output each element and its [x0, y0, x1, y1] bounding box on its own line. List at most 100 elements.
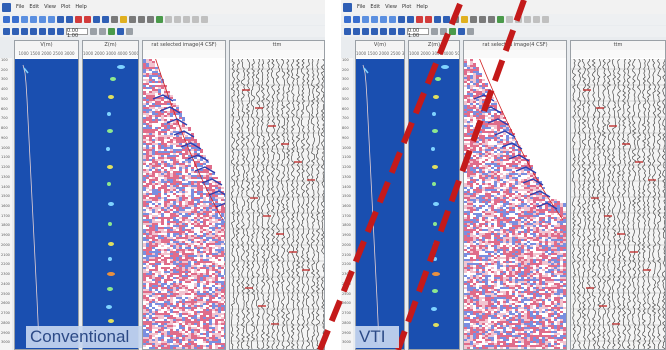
semblance-blobs	[431, 65, 449, 327]
brush-icon[interactable]	[461, 16, 468, 23]
brush-icon[interactable]	[120, 16, 127, 23]
menu-plot[interactable]: Plot	[401, 4, 412, 10]
prev-icon[interactable]	[12, 28, 19, 35]
record-icon[interactable]	[416, 16, 423, 23]
tool-icon[interactable]	[156, 16, 163, 23]
menu-help[interactable]: Help	[75, 4, 87, 10]
depth-tick-label: 600	[1, 106, 8, 111]
first-icon[interactable]	[3, 28, 10, 35]
tool-icon[interactable]	[57, 16, 64, 23]
tool-icon[interactable]	[371, 16, 378, 23]
depth-tick-label: 2600	[342, 301, 351, 306]
record-icon[interactable]	[75, 16, 82, 23]
tool-icon[interactable]	[90, 28, 97, 35]
tool-icon[interactable]	[192, 16, 199, 23]
tool-icon[interactable]	[165, 16, 172, 23]
tool-icon[interactable]	[440, 28, 447, 35]
menu-help[interactable]: Help	[416, 4, 428, 10]
depth-field[interactable]: 0.00 1.00	[66, 28, 88, 39]
next-icon[interactable]	[389, 28, 396, 35]
zoom-icon[interactable]	[488, 16, 495, 23]
depth-tick-label: 100	[342, 58, 349, 62]
menu-file[interactable]: File	[357, 4, 366, 10]
open-icon[interactable]	[3, 16, 10, 23]
last-icon[interactable]	[398, 28, 405, 35]
tool-icon[interactable]	[389, 16, 396, 23]
tool-icon[interactable]	[84, 16, 91, 23]
tool-icon[interactable]	[449, 28, 456, 35]
tool-icon[interactable]	[398, 16, 405, 23]
tool-icon[interactable]	[39, 16, 46, 23]
tool-icon[interactable]	[380, 16, 387, 23]
tool-icon[interactable]	[506, 16, 513, 23]
tool-icon[interactable]	[66, 16, 73, 23]
menu-plot[interactable]: Plot	[60, 4, 71, 10]
next-icon[interactable]	[380, 28, 387, 35]
prev-icon[interactable]	[353, 28, 360, 35]
tool-icon[interactable]	[174, 16, 181, 23]
tool-icon[interactable]	[458, 28, 465, 35]
tool-icon[interactable]	[30, 16, 37, 23]
depth-tick-label: 2900	[342, 330, 351, 335]
menu-edit[interactable]: Edit	[370, 4, 381, 10]
zoom-icon[interactable]	[470, 16, 477, 23]
open-icon[interactable]	[344, 16, 351, 23]
first-icon[interactable]	[344, 28, 351, 35]
tool-icon[interactable]	[201, 16, 208, 23]
tool-icon[interactable]	[21, 16, 28, 23]
zoom-icon[interactable]	[138, 16, 145, 23]
tool-icon[interactable]	[467, 28, 474, 35]
depth-tick-label: 400	[342, 87, 349, 92]
depth-axis: 100 200 300 400 500 600 700 800 900 1000 1100 1200 1…	[341, 58, 353, 350]
tool-icon[interactable]	[524, 16, 531, 23]
tool-icon[interactable]	[183, 16, 190, 23]
menu-file[interactable]: File	[16, 4, 25, 10]
zoom-icon[interactable]	[129, 16, 136, 23]
tool-icon[interactable]	[362, 16, 369, 23]
tool-icon[interactable]	[93, 16, 100, 23]
menu-view[interactable]: View	[44, 4, 56, 10]
menu-view[interactable]: View	[385, 4, 397, 10]
depth-tick-label: 2200	[1, 262, 10, 267]
tool-icon[interactable]	[48, 16, 55, 23]
play-icon[interactable]	[30, 28, 37, 35]
last-icon[interactable]	[57, 28, 64, 35]
play-icon[interactable]	[362, 28, 369, 35]
tool-icon[interactable]	[126, 28, 133, 35]
tool-icon[interactable]	[497, 16, 504, 23]
menu-edit[interactable]: Edit	[29, 4, 40, 10]
tool-icon[interactable]	[108, 28, 115, 35]
depth-tick-label: 1400	[342, 184, 351, 189]
next-icon[interactable]	[48, 28, 55, 35]
tool-icon[interactable]	[431, 28, 438, 35]
velocity-curve	[22, 64, 40, 345]
tool-icon[interactable]	[99, 28, 106, 35]
depth-tick-label: 900	[342, 135, 349, 140]
zoom-icon[interactable]	[479, 16, 486, 23]
tool-icon[interactable]	[452, 16, 459, 23]
gather-plot	[464, 59, 566, 349]
next-icon[interactable]	[39, 28, 46, 35]
play-icon[interactable]	[371, 28, 378, 35]
depth-field[interactable]: 0.00 1.00	[407, 28, 429, 39]
save-icon[interactable]	[353, 16, 360, 23]
tool-icon[interactable]	[542, 16, 549, 23]
tool-icon[interactable]	[425, 16, 432, 23]
zoom-icon[interactable]	[147, 16, 154, 23]
semblance-blobs	[106, 65, 125, 323]
stack-seismic	[571, 59, 665, 349]
tool-icon[interactable]	[102, 16, 109, 23]
tool-icon[interactable]	[533, 16, 540, 23]
tool-icon[interactable]	[434, 16, 441, 23]
semblance-plot	[83, 59, 138, 349]
tool-icon[interactable]	[443, 16, 450, 23]
save-icon[interactable]	[12, 16, 19, 23]
tool-icon[interactable]	[111, 16, 118, 23]
tool-icon[interactable]	[117, 28, 124, 35]
tool-icon[interactable]	[515, 16, 522, 23]
play-icon[interactable]	[21, 28, 28, 35]
depth-tick-label: 2000	[342, 242, 351, 247]
menu-bar: File Edit View Plot Help	[0, 0, 325, 14]
depth-tick-label: 1000	[342, 145, 351, 150]
tool-icon[interactable]	[407, 16, 414, 23]
